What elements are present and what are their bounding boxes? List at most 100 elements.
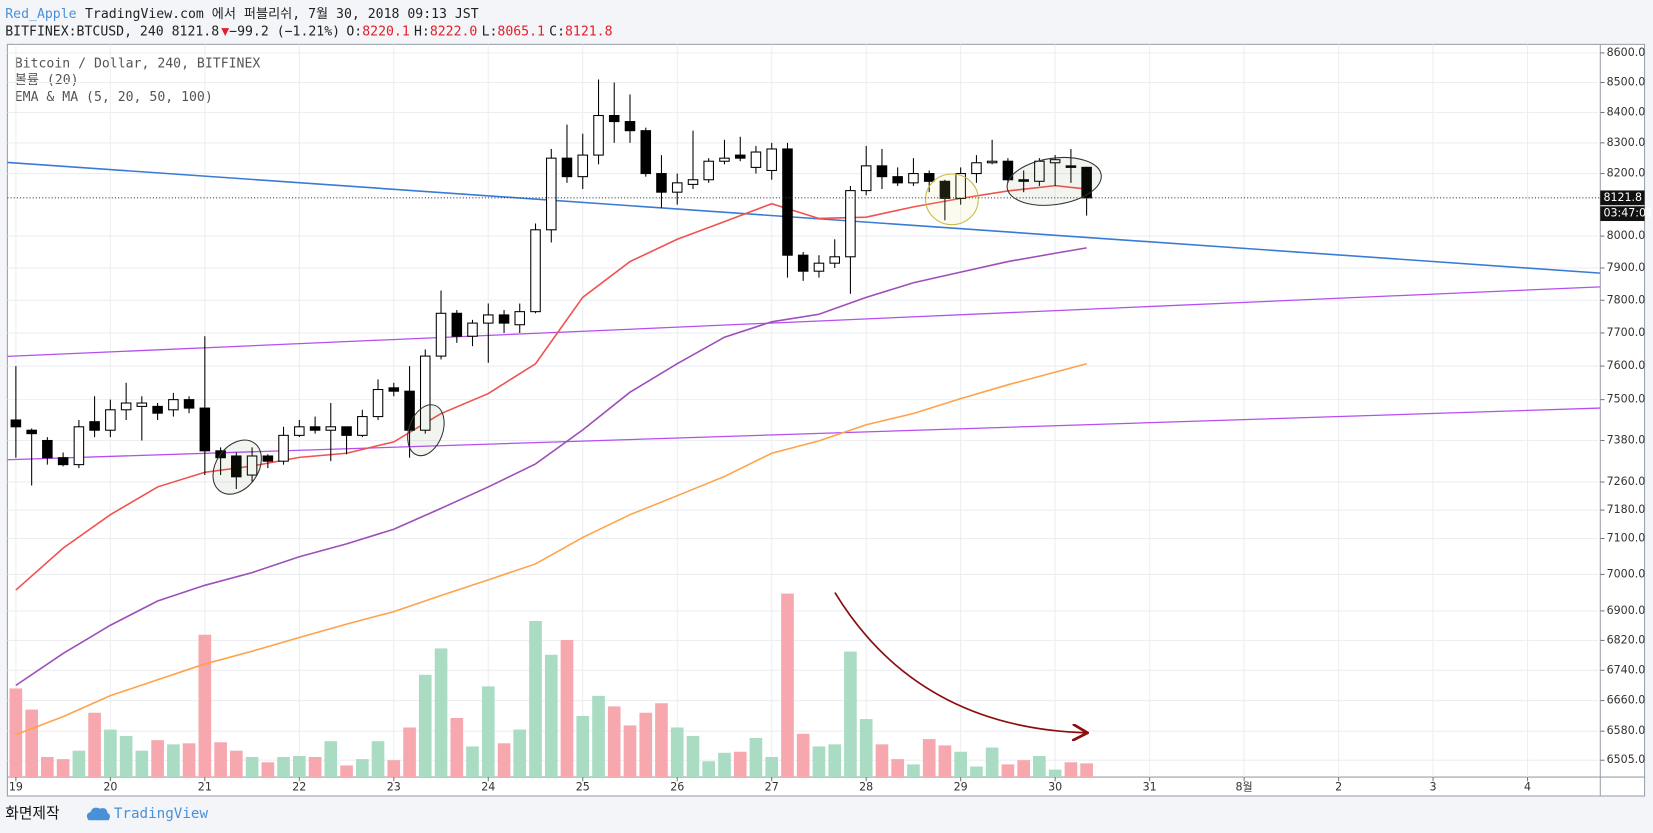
- y-tick-label: 7260.0: [1607, 475, 1646, 488]
- trend-line: [7, 407, 1601, 461]
- volume-bar: [9, 688, 23, 778]
- candle-body: [183, 399, 195, 409]
- candle-body: [624, 121, 636, 132]
- candle-body: [341, 426, 352, 436]
- ohlc-value: 8065.1: [497, 25, 545, 40]
- candle-body: [703, 160, 714, 181]
- volume-bar: [749, 738, 763, 778]
- volume-bar: [513, 729, 527, 778]
- volume-bar: [292, 755, 306, 778]
- candle-body: [766, 148, 777, 172]
- candle-body: [42, 439, 53, 459]
- volume-bar: [151, 740, 164, 778]
- y-tick-label: 7900.0: [1607, 261, 1646, 274]
- candle-body: [372, 388, 384, 418]
- ma-line: [15, 184, 1087, 591]
- footer-brand[interactable]: TradingView: [114, 806, 209, 822]
- candle-body: [892, 176, 903, 184]
- candle-body: [498, 314, 510, 324]
- candle-body: [514, 311, 526, 326]
- candle-body: [546, 157, 557, 231]
- y-tick-label: 7600.0: [1607, 359, 1646, 372]
- x-tick-label: 20: [103, 781, 117, 794]
- y-tick-label: 6505.0: [1607, 753, 1646, 766]
- volume-bar: [607, 706, 621, 778]
- volume-bar: [733, 751, 747, 778]
- volume-bar: [41, 757, 54, 778]
- volume-bar: [1080, 763, 1093, 778]
- volume-bar: [245, 757, 259, 778]
- volume-bar: [466, 746, 479, 778]
- chart-frame: [6, 43, 1646, 797]
- volume-bar: [765, 757, 779, 778]
- candle-body: [231, 455, 242, 478]
- volume-bar: [450, 718, 464, 778]
- candle-body: [955, 173, 966, 199]
- ma-line: [15, 362, 1087, 736]
- volume-bar: [119, 735, 133, 778]
- x-tick-label: 21: [198, 781, 212, 794]
- volume-bar: [781, 593, 794, 778]
- volume-bar: [954, 751, 967, 778]
- y-tick-label: 6660.0: [1607, 694, 1646, 707]
- arrow: [834, 592, 1086, 733]
- candle-body: [105, 409, 116, 431]
- x-tick-label: 8월: [1236, 781, 1253, 794]
- candle-body: [939, 180, 951, 199]
- y-tick-label: 6820.0: [1607, 633, 1646, 646]
- volume-bar: [718, 752, 731, 778]
- x-tick-label: 29: [954, 781, 968, 794]
- volume-bar: [214, 742, 227, 778]
- candle-body: [860, 165, 872, 192]
- candle-body: [813, 262, 825, 272]
- candle-body: [246, 455, 258, 476]
- y-tick-label: 8400.0: [1607, 106, 1646, 119]
- candle-body: [325, 426, 337, 431]
- candle-body: [640, 130, 652, 175]
- volume-bar: [938, 745, 952, 778]
- candle-body: [719, 157, 730, 162]
- volume-bar: [907, 764, 920, 778]
- volume-bar: [844, 651, 857, 778]
- candle-body: [467, 322, 478, 337]
- candle-body: [388, 387, 400, 392]
- volume: [9, 593, 1093, 778]
- countdown-box: [1600, 206, 1645, 222]
- candle-body: [923, 173, 935, 182]
- volume-bar: [340, 765, 353, 778]
- y-tick-label: 7100.0: [1607, 531, 1646, 544]
- ohlc-key: C:: [549, 25, 565, 40]
- candle-body: [278, 434, 289, 462]
- volume-bar: [182, 743, 196, 778]
- volume-bar: [891, 759, 904, 778]
- x-tick-label: 23: [387, 781, 401, 794]
- volume-bar: [72, 750, 86, 778]
- candle-body: [168, 399, 179, 411]
- volume-bar: [922, 739, 936, 778]
- volume-bar: [544, 654, 558, 778]
- volume-bar: [592, 695, 605, 778]
- ohlc-key: H:: [414, 25, 430, 40]
- y-tick-label: 8200.0: [1607, 167, 1646, 180]
- candle-body: [262, 455, 274, 462]
- y-tick-label: 7700.0: [1607, 326, 1646, 339]
- volume-bar: [796, 733, 810, 778]
- ma-line: [15, 247, 1087, 687]
- candle-body: [561, 157, 573, 178]
- x-tick-label: 27: [765, 781, 779, 794]
- candle-body: [483, 314, 494, 324]
- candle-body: [1065, 165, 1077, 168]
- volume-bar: [859, 719, 873, 778]
- annotations: [212, 156, 1102, 733]
- volume-bar: [639, 712, 653, 778]
- volume-bar: [308, 757, 322, 778]
- candle-body: [750, 151, 762, 168]
- candle-body: [671, 182, 683, 193]
- legend-volume: 볼륨 (20): [15, 72, 79, 88]
- ellipse: [407, 404, 445, 457]
- volume-bar: [576, 715, 590, 778]
- volume-bar: [828, 744, 842, 778]
- ohlc-value: 8222.0: [430, 25, 478, 40]
- user[interactable]: Red_Apple: [5, 7, 76, 22]
